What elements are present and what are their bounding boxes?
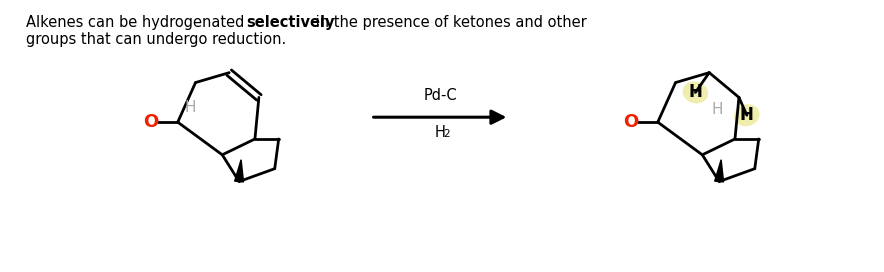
Text: selectively: selectively xyxy=(246,15,334,30)
Text: O: O xyxy=(623,113,638,131)
Polygon shape xyxy=(234,160,243,182)
Ellipse shape xyxy=(734,104,759,126)
Text: H: H xyxy=(435,125,446,140)
Ellipse shape xyxy=(682,81,708,103)
Text: Alkenes can be hydrogenated: Alkenes can be hydrogenated xyxy=(27,15,249,30)
Text: groups that can undergo reduction.: groups that can undergo reduction. xyxy=(27,32,286,47)
Text: H: H xyxy=(185,100,196,115)
Text: Pd-C: Pd-C xyxy=(423,88,457,103)
Text: H: H xyxy=(740,106,754,124)
Text: 2: 2 xyxy=(443,129,450,139)
Polygon shape xyxy=(714,160,724,182)
Text: H: H xyxy=(689,84,702,101)
Text: O: O xyxy=(143,113,158,131)
Text: in the presence of ketones and other: in the presence of ketones and other xyxy=(311,15,587,30)
Text: H: H xyxy=(712,102,723,117)
